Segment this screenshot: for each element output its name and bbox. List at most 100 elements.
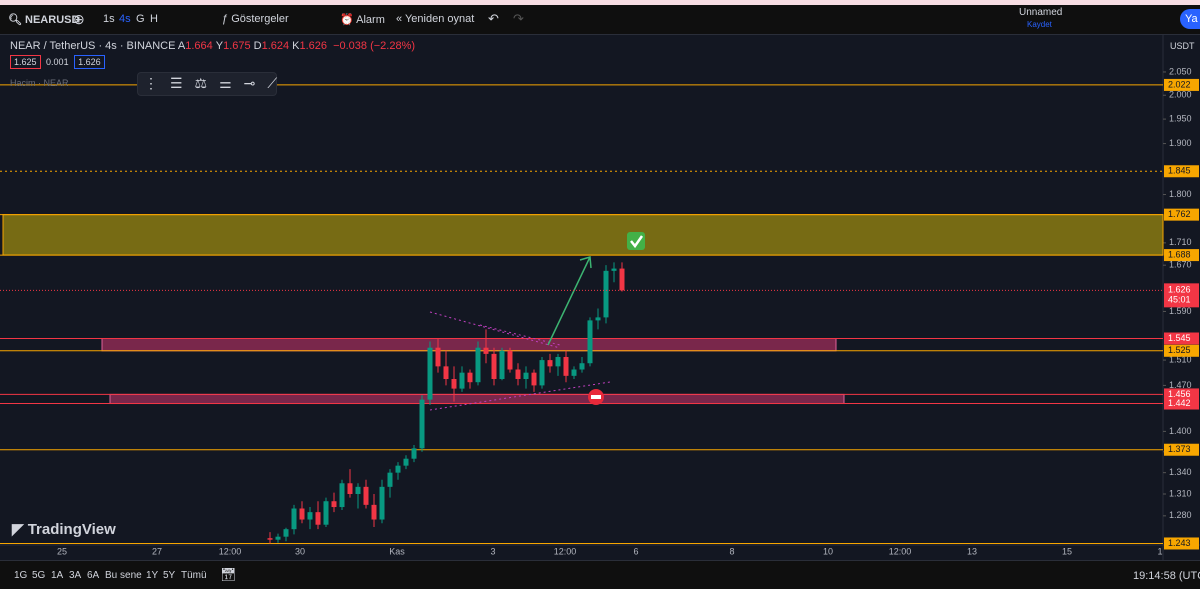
level-label: 1.456 bbox=[1168, 389, 1191, 399]
range-button[interactable]: 1G bbox=[14, 570, 28, 581]
y-tick-label: 1.310 bbox=[1169, 488, 1192, 498]
level-tag bbox=[1164, 332, 1199, 345]
candle-body bbox=[435, 347, 441, 367]
zone bbox=[109, 393, 845, 405]
candle-body bbox=[291, 508, 297, 530]
brand-text: TradingView bbox=[27, 521, 116, 538]
x-tick-label: Kas bbox=[389, 546, 405, 556]
range-button[interactable]: 1Y bbox=[146, 570, 159, 581]
candle-body bbox=[427, 347, 433, 400]
legend: NEAR / TetherUS · 4s · BINANCE A1.664 Y1.… bbox=[10, 40, 415, 52]
candle-body bbox=[331, 501, 337, 508]
candle-body bbox=[411, 448, 417, 459]
y-tick-label: 1.800 bbox=[1169, 189, 1192, 199]
candle-body bbox=[395, 465, 401, 473]
candle-body bbox=[491, 353, 497, 380]
candle-body bbox=[307, 512, 313, 520]
x-tick-label: 12:00 bbox=[554, 546, 577, 556]
interval[interactable]: H bbox=[150, 13, 158, 25]
countdown: 45:01 bbox=[1168, 295, 1191, 305]
save[interactable]: Kaydet bbox=[1027, 20, 1052, 29]
last-price-tag bbox=[1164, 283, 1199, 308]
range-button[interactable]: 1A bbox=[51, 570, 64, 581]
candle-body bbox=[595, 317, 601, 321]
x-tick-label: 10 bbox=[823, 546, 833, 556]
y-tick-label: 1.400 bbox=[1169, 426, 1192, 436]
level-tag bbox=[1164, 249, 1199, 262]
candle-body bbox=[571, 369, 577, 376]
level-label: 1.243 bbox=[1168, 538, 1191, 548]
currency[interactable]: USDT bbox=[1170, 41, 1195, 51]
y-tick-label: 1.470 bbox=[1169, 380, 1192, 390]
range-button[interactable]: 6A bbox=[87, 570, 100, 581]
symbol[interactable]: 🔍︎ NEARUSD bbox=[8, 14, 80, 26]
ohlc-key: A bbox=[177, 40, 186, 52]
ohlc: A1.664 Y1.675 D1.624 K1.626 bbox=[178, 40, 330, 52]
y-tick-label: 1.590 bbox=[1169, 306, 1192, 316]
x-tick-label: 1 bbox=[1157, 546, 1162, 556]
bid[interactable]: 1.625 bbox=[10, 55, 41, 69]
candle-body bbox=[379, 486, 385, 520]
undo[interactable]: ↶ bbox=[488, 11, 499, 26]
level-label: 1.845 bbox=[1168, 166, 1191, 176]
ask[interactable]: 1.626 bbox=[74, 55, 105, 69]
cta-button[interactable]: Ya bbox=[1180, 9, 1200, 29]
replay[interactable]: « Yeniden oynat bbox=[396, 13, 475, 25]
layout-name[interactable]: Unnamed bbox=[1019, 7, 1063, 18]
alarm[interactable]: ⏰ Alarm bbox=[340, 14, 385, 26]
brand: ◤ TradingView bbox=[12, 521, 116, 538]
candle-body bbox=[499, 350, 505, 380]
top-strip bbox=[0, 0, 1200, 5]
candle-body bbox=[619, 268, 625, 291]
range-button[interactable]: 5G bbox=[32, 570, 46, 581]
candle-body bbox=[371, 504, 377, 520]
level-tag bbox=[1164, 165, 1199, 178]
interval[interactable]: 1s bbox=[103, 13, 115, 25]
quote-boxes: 1.625 0.001 1.626 bbox=[10, 55, 105, 69]
candle-body bbox=[475, 347, 481, 383]
ohlc-key: Y bbox=[215, 40, 224, 52]
check-icon bbox=[627, 232, 645, 250]
y-tick-label: 1.950 bbox=[1169, 113, 1192, 123]
x-tick-label: 12:00 bbox=[219, 546, 242, 556]
range-button[interactable]: 3A bbox=[69, 570, 82, 581]
add-symbol[interactable]: ⊕ bbox=[73, 11, 85, 27]
x-tick-label: 15 bbox=[1062, 546, 1072, 556]
level-label: 1.373 bbox=[1168, 444, 1191, 454]
drawing-toolbar[interactable]: ⋮☰⚖⚌⊸⟋ bbox=[137, 72, 277, 96]
candle-body bbox=[515, 369, 521, 380]
x-tick-label: 8 bbox=[729, 546, 734, 556]
level-tag bbox=[1164, 344, 1199, 357]
range-button[interactable]: 5Y bbox=[163, 570, 176, 581]
pattern-line bbox=[429, 311, 611, 411]
y-tick-label: 1.340 bbox=[1169, 467, 1192, 477]
candle-body bbox=[523, 372, 529, 380]
level-tag bbox=[1164, 208, 1199, 221]
interval[interactable]: 4s bbox=[119, 13, 131, 25]
ohlc-value: 1.626 bbox=[299, 40, 328, 52]
spread: 0.001 bbox=[46, 57, 69, 67]
redo[interactable]: ↷ bbox=[513, 11, 524, 26]
date-range[interactable]: 📅︎ bbox=[220, 567, 237, 582]
y-tick-label: 2.050 bbox=[1169, 66, 1192, 76]
candle-body bbox=[315, 512, 321, 525]
zone bbox=[2, 214, 1164, 256]
level-label: 1.442 bbox=[1168, 398, 1191, 408]
chart: 2.050 2.000 1.950 1.900 1.800 1.710 1.670 1.590… bbox=[0, 35, 1200, 560]
x-tick-label: 6 bbox=[633, 546, 638, 556]
candle-body bbox=[299, 508, 305, 520]
indicators[interactable]: ƒ Göstergeler bbox=[222, 13, 289, 25]
alarm-text: Alarm bbox=[356, 14, 385, 26]
candle-body bbox=[283, 529, 289, 537]
range-button[interactable]: Bu sene bbox=[105, 570, 142, 581]
candle-body bbox=[443, 366, 449, 380]
clock: 19:14:58 (UTC) bbox=[1133, 570, 1200, 582]
candle-body bbox=[403, 458, 409, 466]
candle-body bbox=[611, 268, 617, 271]
level-tag bbox=[1164, 78, 1199, 91]
candle-body bbox=[387, 472, 393, 487]
range-button[interactable]: Tümü bbox=[181, 570, 207, 581]
stop-bar bbox=[591, 395, 601, 399]
interval[interactable]: G bbox=[136, 13, 145, 25]
